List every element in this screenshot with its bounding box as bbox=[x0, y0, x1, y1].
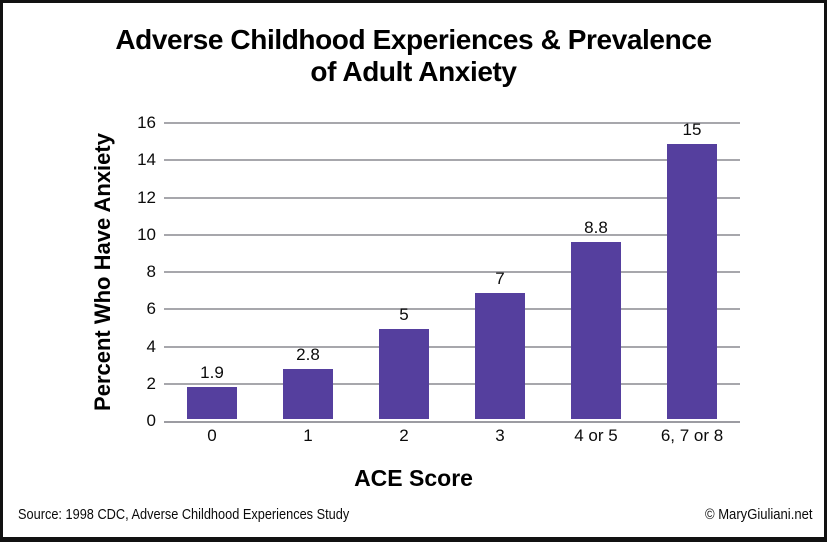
bar-value-label: 2.8 bbox=[296, 344, 320, 364]
gridline-y-8 bbox=[164, 271, 740, 273]
bar-0 bbox=[187, 386, 237, 419]
y-tick-label-10: 10 bbox=[137, 224, 156, 244]
chart-title-line-2: of Adult Anxiety bbox=[310, 56, 517, 87]
x-category-label-4: 4 or 5 bbox=[574, 426, 618, 445]
gridline-y-10 bbox=[164, 233, 740, 236]
bar-group-3: 7 bbox=[452, 123, 548, 421]
y-tick-label-4: 4 bbox=[146, 336, 156, 356]
gridline-y-14 bbox=[164, 159, 740, 162]
plot-area: 1.9 2.8 5 7 8.8 15 bbox=[164, 119, 740, 423]
gridline-y-6 bbox=[164, 308, 740, 311]
x-category-label-0: 0 bbox=[207, 426, 217, 445]
bar-4-or-5 bbox=[571, 242, 621, 419]
bar-group-1: 2.8 bbox=[260, 123, 356, 421]
gridline-y-4 bbox=[164, 345, 740, 348]
x-category-label-5: 6, 7 or 8 bbox=[660, 426, 724, 445]
bar-2 bbox=[379, 328, 429, 419]
gridline-y-16 bbox=[164, 122, 740, 124]
y-tick-label-14: 14 bbox=[137, 150, 156, 170]
bar-group-2: 5 bbox=[356, 123, 452, 421]
source-attribution: Source: 1998 CDC, Adverse Childhood Expe… bbox=[18, 507, 350, 523]
bar-3 bbox=[475, 292, 525, 419]
bar-value-label: 8.8 bbox=[584, 218, 608, 238]
x-axis-title: ACE Score bbox=[354, 465, 473, 491]
gridline-y-0 bbox=[164, 421, 740, 423]
y-tick-label-12: 12 bbox=[137, 187, 156, 207]
gridline-y-12 bbox=[164, 196, 740, 199]
x-category-label-3: 3 bbox=[495, 426, 505, 445]
gridline-y-2 bbox=[164, 382, 740, 385]
bar-value-label: 7 bbox=[495, 268, 505, 288]
bar-group-4: 8.8 bbox=[548, 123, 644, 421]
bar-1 bbox=[283, 368, 333, 419]
y-tick-label-16: 16 bbox=[137, 113, 156, 132]
y-tick-label-6: 6 bbox=[146, 299, 156, 319]
chart-title: Adverse Childhood Experiences & Prevalen… bbox=[0, 24, 827, 88]
y-axis-tick-labels: 0 2 4 6 8 10 12 14 16 bbox=[112, 114, 156, 430]
chart-title-line-1: Adverse Childhood Experiences & Prevalen… bbox=[115, 24, 712, 55]
bar-value-label: 5 bbox=[399, 304, 409, 324]
bar-6-7-or-8 bbox=[667, 143, 717, 419]
copyright-credit: © MaryGiuliani.net bbox=[704, 507, 812, 523]
x-category-label-1: 1 bbox=[303, 426, 313, 445]
bar-value-label: 1.9 bbox=[200, 362, 224, 382]
bar-value-label: 15 bbox=[682, 119, 702, 139]
bar-group-0: 1.9 bbox=[164, 123, 260, 421]
y-tick-label-0: 0 bbox=[146, 411, 156, 430]
y-tick-label-8: 8 bbox=[146, 262, 156, 281]
x-axis-category-labels: 0 1 2 3 4 or 5 6, 7 or 8 bbox=[164, 426, 740, 446]
bar-group-5: 15 bbox=[644, 119, 740, 421]
y-tick-label-2: 2 bbox=[146, 373, 156, 393]
x-category-label-2: 2 bbox=[399, 426, 409, 445]
